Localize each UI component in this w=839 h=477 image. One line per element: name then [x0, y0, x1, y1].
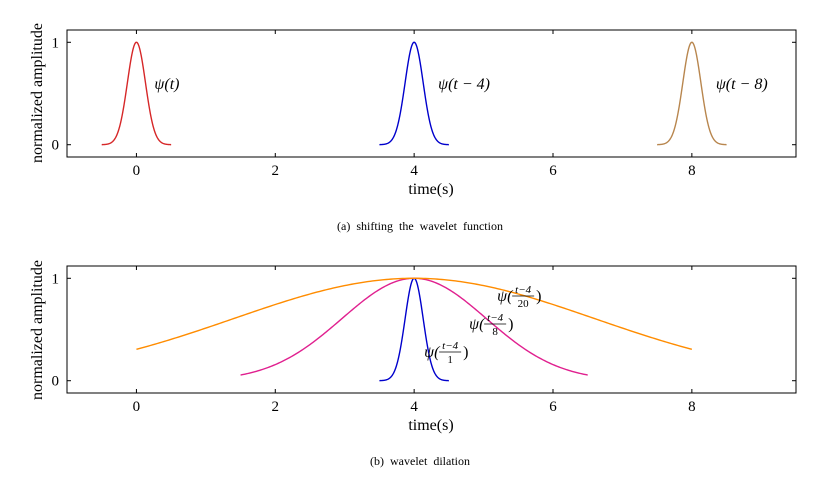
- series-line: [136, 277, 693, 351]
- svg-text:1: 1: [447, 354, 453, 366]
- svg-text:8: 8: [492, 326, 498, 338]
- plot-frame: [66, 265, 797, 394]
- x-tick-label: 4: [410, 399, 418, 415]
- series-label: ψ(t−4 1): [424, 340, 468, 366]
- x-tick-label: 0: [133, 399, 141, 415]
- chart-caption: (a) shifting the wavelet function: [337, 219, 503, 233]
- svg-text:t−4: t−4: [442, 340, 458, 352]
- series-label: ψ(t − 4): [438, 76, 490, 93]
- series-line: [379, 277, 449, 382]
- svg-text:t−4: t−4: [487, 312, 503, 324]
- svg-text:ψ(: ψ(: [469, 316, 486, 333]
- y-tick-label: 1: [52, 271, 60, 287]
- svg-text:ψ(t − 8): ψ(t − 8): [716, 76, 768, 93]
- svg-text:): ): [463, 344, 468, 361]
- chart-shifting: 0 2 4 6 8 0 1 ψ(t) ψ(t − 4) ψ(t − 8) time(s) nor…: [29, 23, 797, 233]
- x-tick-label: 8: [688, 163, 696, 179]
- y-axis-title: normalized amplitude: [29, 260, 46, 400]
- y-tick-label: 0: [52, 374, 60, 390]
- x-tick-label: 0: [133, 163, 141, 179]
- x-axis-title: time(s): [408, 181, 453, 198]
- series-group: [101, 41, 727, 146]
- svg-text:t−4: t−4: [515, 284, 531, 296]
- series-label-group: ψ(t−41)ψ(t−48)ψ(t−420): [424, 284, 541, 366]
- chart-caption: (b) wavelet dilation: [370, 454, 470, 468]
- svg-text:20: 20: [518, 298, 530, 310]
- svg-text:ψ(: ψ(: [424, 344, 441, 361]
- x-tick-label: 2: [272, 399, 280, 415]
- x-tick-label: 8: [688, 399, 696, 415]
- series-line: [379, 41, 449, 146]
- series-label: ψ(t−4 8): [469, 312, 513, 338]
- series-group: [136, 277, 693, 382]
- x-axis-title: time(s): [408, 417, 453, 434]
- x-tick-label: 6: [549, 163, 557, 179]
- tick-group: 0 2 4 6 8 0 1: [52, 30, 796, 179]
- tick-group: 0 2 4 6 8 0 1: [52, 266, 796, 415]
- series-label: ψ(t−4 20): [497, 284, 541, 310]
- plot-frame: [66, 29, 797, 158]
- svg-text:): ): [508, 316, 513, 333]
- series-label-group: ψ(t) ψ(t − 4) ψ(t − 8): [154, 76, 767, 93]
- svg-text:ψ(t): ψ(t): [154, 76, 179, 93]
- series-label: ψ(t − 8): [716, 76, 768, 93]
- y-tick-label: 0: [52, 138, 60, 154]
- series-line: [101, 41, 172, 146]
- x-tick-label: 2: [272, 163, 280, 179]
- series-line: [657, 41, 727, 146]
- svg-text:ψ(t − 4): ψ(t − 4): [438, 76, 490, 93]
- series-label: ψ(t): [154, 76, 179, 93]
- x-tick-label: 4: [410, 163, 418, 179]
- svg-text:ψ(: ψ(: [497, 288, 514, 305]
- chart-dilation: 0 2 4 6 801 ψ(t−41)ψ(t−48)ψ(t−420) time(s) n…: [29, 260, 797, 468]
- y-tick-label: 1: [52, 35, 60, 51]
- svg-text:): ): [536, 288, 541, 305]
- y-axis-title: normalized amplitude: [29, 23, 46, 163]
- x-tick-label: 6: [549, 399, 557, 415]
